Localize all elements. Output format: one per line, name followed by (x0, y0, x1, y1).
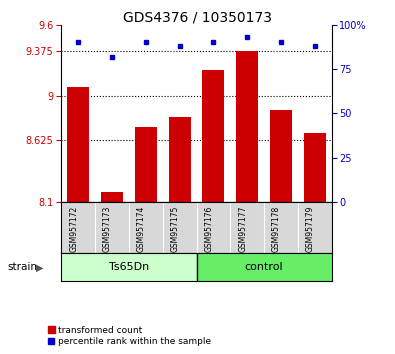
Text: GSM957177: GSM957177 (238, 206, 247, 252)
Text: strain: strain (8, 262, 38, 272)
Legend: transformed count, percentile rank within the sample: transformed count, percentile rank withi… (44, 322, 215, 349)
Bar (236, 51, 258, 202)
Text: GSM957179: GSM957179 (306, 206, 315, 252)
Bar (270, 110, 292, 202)
Text: GDS4376 / 10350173: GDS4376 / 10350173 (123, 11, 272, 25)
Text: GSM957176: GSM957176 (205, 206, 213, 252)
Text: GSM957175: GSM957175 (171, 206, 180, 252)
Text: GSM957173: GSM957173 (103, 206, 112, 252)
Bar (304, 133, 326, 202)
Text: Ts65Dn: Ts65Dn (109, 262, 149, 272)
Text: GSM957172: GSM957172 (69, 206, 78, 252)
Text: GSM957178: GSM957178 (272, 206, 281, 252)
Bar (67, 87, 89, 202)
Text: ▶: ▶ (36, 262, 43, 272)
Bar (101, 192, 123, 202)
Bar (169, 117, 191, 202)
Text: GSM957174: GSM957174 (137, 206, 146, 252)
Text: control: control (245, 262, 284, 272)
Bar (135, 127, 157, 202)
Bar (202, 70, 224, 202)
